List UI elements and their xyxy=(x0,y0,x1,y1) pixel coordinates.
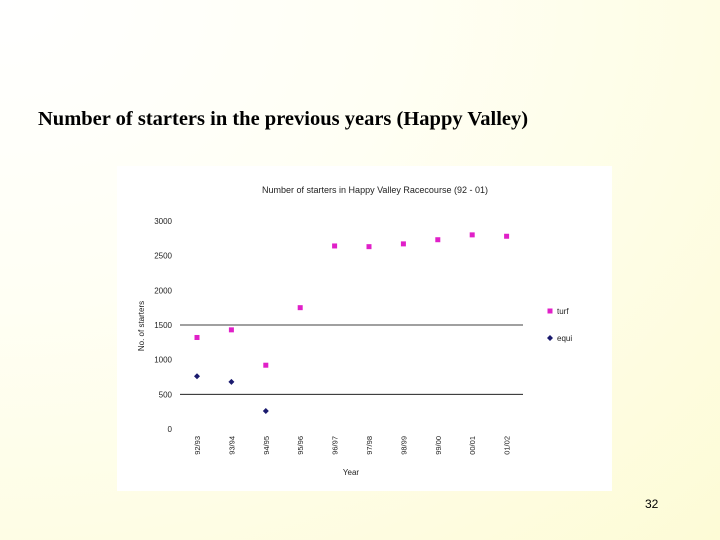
x-tick-label: 00/01 xyxy=(468,436,477,455)
x-tick-label: 01/02 xyxy=(503,436,512,455)
x-tick-label: 92/93 xyxy=(193,436,202,455)
y-tick-label: 0 xyxy=(168,425,173,434)
data-point-turf xyxy=(400,241,406,247)
chart-panel: Number of starters in Happy Valley Racec… xyxy=(117,166,612,491)
scatter-chart: Number of starters in Happy Valley Racec… xyxy=(137,185,572,477)
y-tick-label: 2000 xyxy=(154,286,172,295)
data-point-turf xyxy=(332,243,338,249)
legend-marker-turf xyxy=(547,308,553,314)
x-tick-label: 98/99 xyxy=(399,436,408,455)
x-tick-label: 93/94 xyxy=(227,436,236,455)
x-tick-label: 96/97 xyxy=(331,436,340,455)
x-tick-label: 94/95 xyxy=(262,436,271,455)
legend-marker-equi xyxy=(547,335,553,341)
data-point-turf xyxy=(297,305,303,311)
y-tick-label: 3000 xyxy=(154,217,172,226)
y-tick-label: 500 xyxy=(159,390,173,399)
x-tick-label: 95/96 xyxy=(296,436,305,455)
chart-title: Number of starters in Happy Valley Racec… xyxy=(262,185,488,195)
x-tick-label: 99/00 xyxy=(434,436,443,455)
x-tick-label: 97/98 xyxy=(365,436,374,455)
data-point-turf xyxy=(228,327,234,333)
y-tick-label: 1500 xyxy=(154,321,172,330)
data-point-turf xyxy=(504,233,510,239)
y-tick-label: 2500 xyxy=(154,252,172,261)
legend-label-turf: turf xyxy=(557,307,569,316)
data-point-equi xyxy=(194,373,200,380)
data-point-turf xyxy=(194,334,200,340)
y-tick-label: 1000 xyxy=(154,356,172,365)
x-axis-label: Year xyxy=(343,468,360,477)
data-point-turf xyxy=(263,362,269,368)
data-point-turf xyxy=(469,232,475,238)
page-number: 32 xyxy=(645,497,659,511)
data-point-turf xyxy=(366,244,372,250)
slide-title: Number of starters in the previous years… xyxy=(38,108,529,130)
data-point-turf xyxy=(435,237,441,243)
y-axis-label: No. of starters xyxy=(137,301,146,351)
data-point-equi xyxy=(228,378,235,385)
data-point-equi xyxy=(262,407,269,414)
legend-label-equi: equi xyxy=(557,334,572,343)
